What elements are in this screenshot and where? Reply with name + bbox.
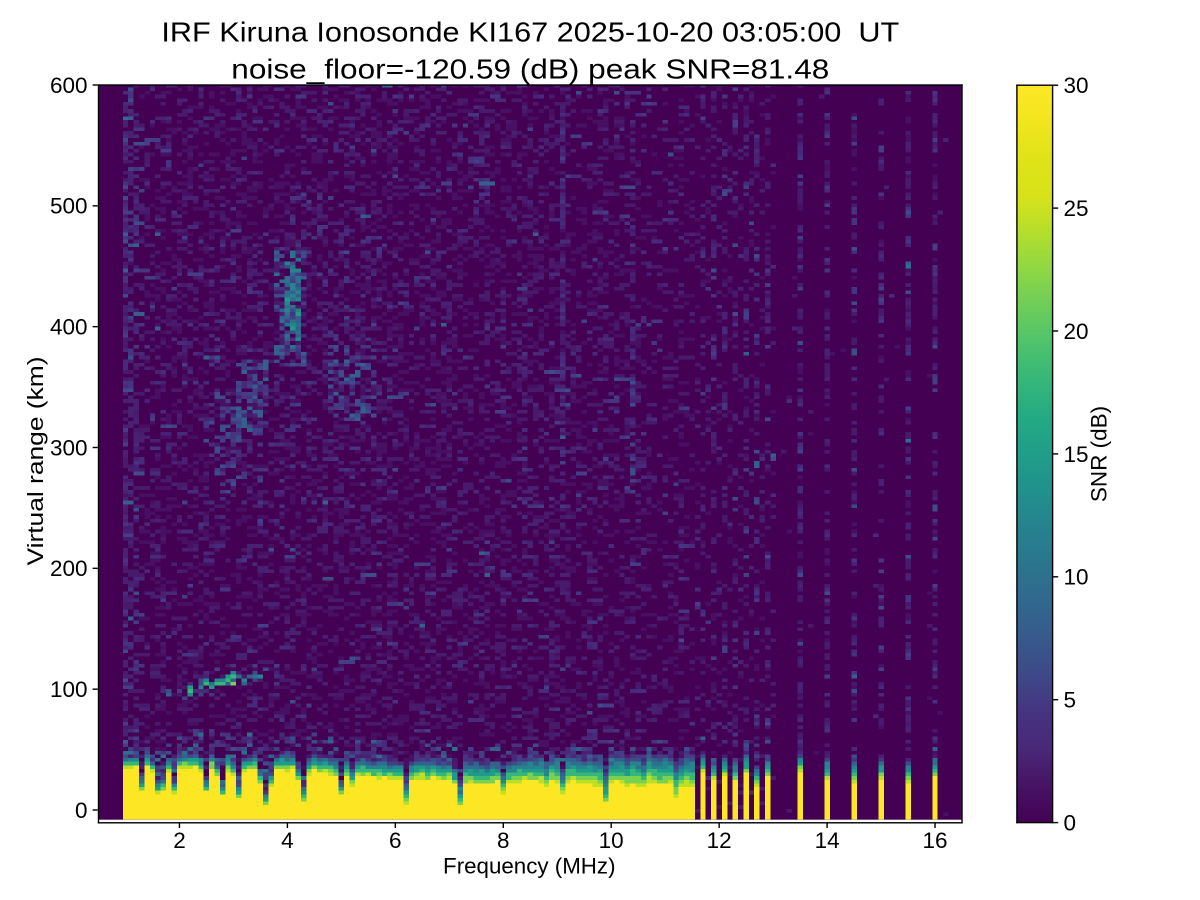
svg-text:10: 10 [599,828,624,853]
svg-text:15: 15 [1064,442,1089,467]
svg-text:16: 16 [922,828,947,853]
svg-text:400: 400 [50,315,88,340]
svg-text:500: 500 [50,194,88,219]
svg-text:5: 5 [1064,688,1077,713]
svg-text:12: 12 [707,828,732,853]
svg-text:8: 8 [497,828,510,853]
svg-text:100: 100 [50,677,88,702]
svg-text:Frequency (MHz): Frequency (MHz) [443,854,616,879]
svg-text:IRF Kiruna Ionosonde KI167 202: IRF Kiruna Ionosonde KI167 2025-10-20 03… [161,16,899,47]
svg-text:SNR (dB): SNR (dB) [1087,406,1112,502]
svg-text:200: 200 [50,556,88,581]
svg-text:0: 0 [1064,811,1077,836]
svg-text:noise_floor=-120.59 (dB) peak: noise_floor=-120.59 (dB) peak SNR=81.48 [231,54,829,85]
svg-text:Virtual range (km): Virtual range (km) [23,357,48,566]
svg-text:30: 30 [1064,73,1089,98]
svg-text:10: 10 [1064,565,1089,590]
svg-text:600: 600 [50,73,88,98]
svg-text:20: 20 [1064,319,1089,344]
svg-text:4: 4 [281,828,294,853]
svg-text:0: 0 [75,798,88,823]
svg-text:25: 25 [1064,196,1089,221]
svg-text:6: 6 [389,828,402,853]
svg-text:300: 300 [50,435,88,460]
svg-text:14: 14 [815,828,840,853]
svg-text:2: 2 [173,828,186,853]
